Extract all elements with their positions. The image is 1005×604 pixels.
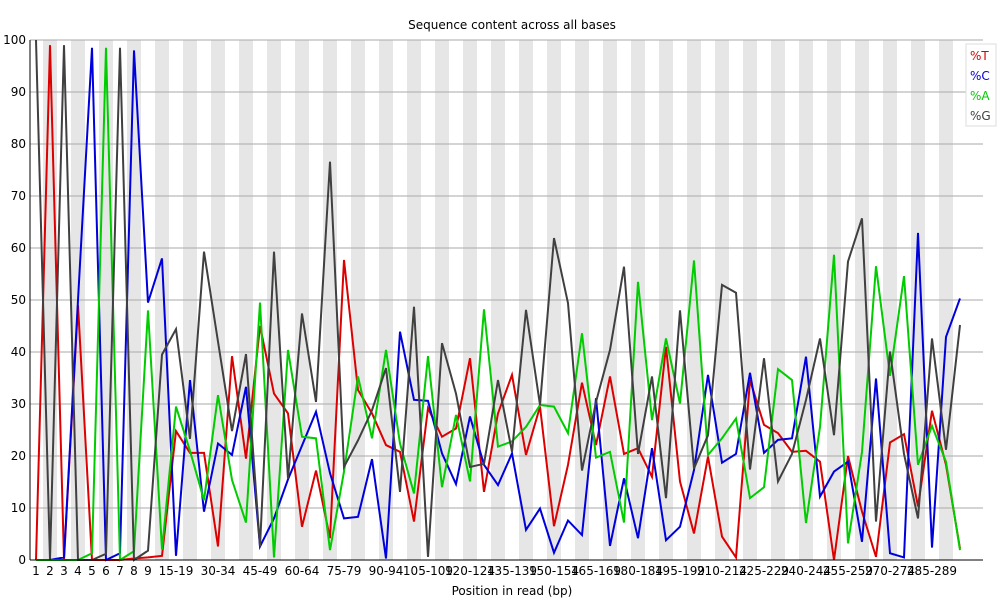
- x-tick-label: 2: [46, 564, 54, 578]
- y-tick-label: 30: [11, 397, 26, 411]
- legend-entry: %C: [970, 69, 990, 83]
- x-tick-label: 90-94: [369, 564, 404, 578]
- y-tick-label: 20: [11, 449, 26, 463]
- chart-title: Sequence content across all bases: [408, 18, 616, 32]
- legend: %T %C %A %G: [966, 44, 996, 126]
- y-tick-label: 10: [11, 501, 26, 515]
- x-tick-label: 3: [60, 564, 68, 578]
- y-tick-label: 60: [11, 241, 26, 255]
- x-tick-label: 60-64: [285, 564, 320, 578]
- x-tick-label: 6: [102, 564, 110, 578]
- x-tick-label: 5: [88, 564, 96, 578]
- x-tick-label: 9: [144, 564, 152, 578]
- x-tick-label: 7: [116, 564, 124, 578]
- x-tick-label: 8: [130, 564, 138, 578]
- y-tick-label: 70: [11, 189, 26, 203]
- y-tick-label: 90: [11, 85, 26, 99]
- y-tick-label: 0: [18, 553, 26, 567]
- x-tick-label: 1: [32, 564, 40, 578]
- y-tick-label: 100: [3, 33, 26, 47]
- y-tick-labels: 0 10 20 30 40 50 60 70 80 90 100: [3, 33, 26, 567]
- y-tick-label: 40: [11, 345, 26, 359]
- legend-entry: %T: [970, 49, 989, 63]
- x-tick-label: 285-289: [907, 564, 957, 578]
- x-tick-label: 4: [74, 564, 82, 578]
- x-tick-label: 30-34: [201, 564, 236, 578]
- x-tick-label: 75-79: [327, 564, 362, 578]
- x-tick-label: 45-49: [243, 564, 278, 578]
- y-tick-label: 50: [11, 293, 26, 307]
- x-axis-label: Position in read (bp): [452, 584, 573, 598]
- y-tick-label: 80: [11, 137, 26, 151]
- legend-entry: %G: [970, 109, 991, 123]
- legend-entry: %A: [970, 89, 990, 103]
- x-tick-label: 15-19: [159, 564, 194, 578]
